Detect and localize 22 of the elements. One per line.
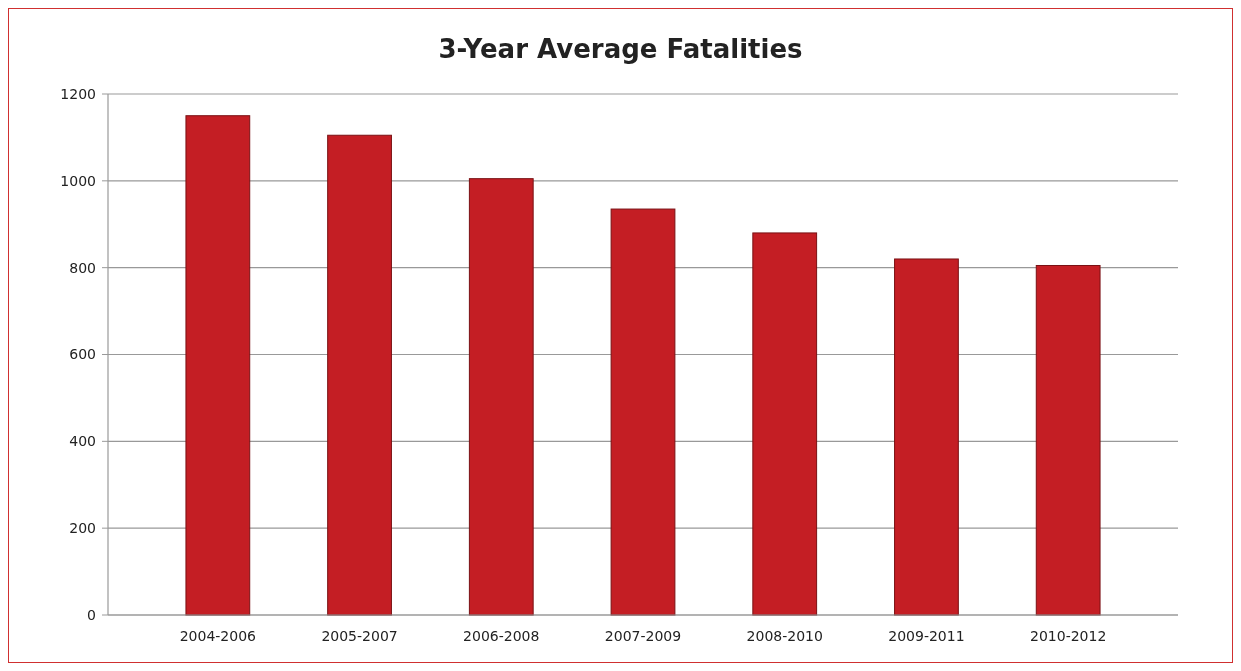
x-tick-label: 2009-2011 — [888, 628, 965, 644]
x-tick-label: 2006-2008 — [463, 628, 540, 644]
chart-title: 3-Year Average Fatalities — [438, 34, 803, 64]
bar — [468, 178, 534, 616]
x-tick-label: 2008-2010 — [746, 628, 823, 644]
y-tick-label: 400 — [69, 433, 96, 450]
x-tick-label: 2010-2012 — [1030, 628, 1107, 644]
y-tick-label: 1000 — [60, 172, 96, 189]
x-tick-label: 2007-2009 — [604, 628, 682, 644]
y-tick-label: 1200 — [60, 85, 96, 102]
bar — [610, 208, 676, 616]
bar — [752, 232, 818, 616]
x-tick-label: 2004-2006 — [179, 628, 257, 644]
y-tick-label: 800 — [69, 259, 96, 276]
y-tick-label: 200 — [69, 520, 96, 537]
bar — [327, 134, 392, 616]
bar — [1035, 265, 1101, 616]
y-tick-label: 0 — [87, 606, 96, 623]
y-tick-label: 600 — [69, 346, 96, 363]
bar — [185, 115, 251, 616]
x-tick-label: 2005-2007 — [321, 628, 398, 644]
bar — [894, 258, 959, 616]
